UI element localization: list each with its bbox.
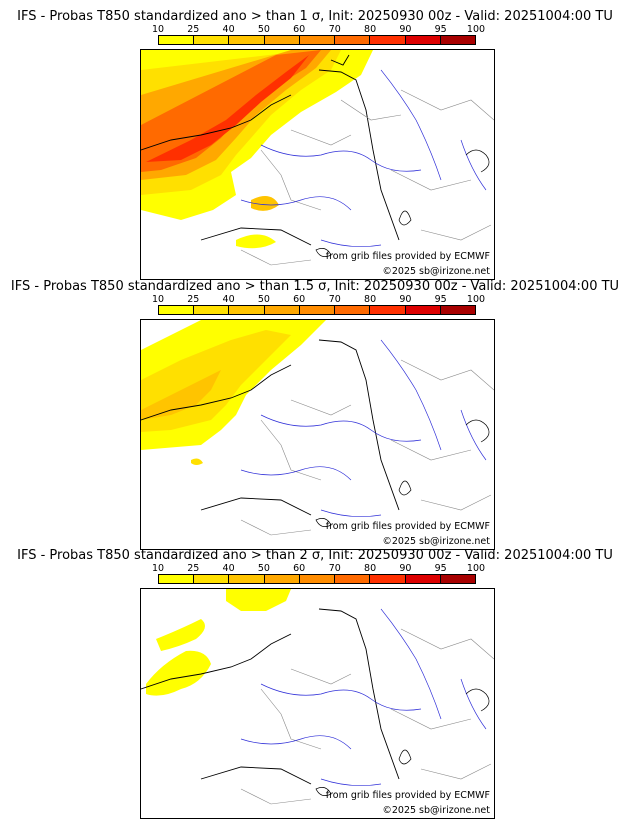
panel-1: IFS - Probas T850 standardized ano > tha… [0,9,630,280]
colorbar-tick: 90 [399,563,412,574]
colorbar-ticks: 10 25 40 50 60 70 80 90 95 100 [152,563,485,574]
admin-borders [240,89,494,266]
copyright-credit: ©2025 sb@irizone.net [382,536,490,547]
probability-map[interactable]: from grib files provided by ECMWF ©2025 … [140,319,495,550]
colorbar-segment [159,306,195,314]
coastlines [315,419,490,527]
probability-map[interactable]: from grib files provided by ECMWF ©2025 … [140,49,495,280]
map-canvas [141,50,494,266]
colorbar-tick: 80 [364,563,377,574]
coastlines [315,688,490,796]
colorbar-tick: 100 [466,563,486,574]
source-credit: from grib files provided by ECMWF [325,790,490,801]
colorbar [158,305,476,315]
colorbar-segment [229,306,265,314]
copyright-credit: ©2025 sb@irizone.net [382,266,490,277]
colorbar-segment [264,306,300,314]
colorbar-tick: 40 [222,24,235,35]
colorbar-segment [299,36,336,44]
probability-shading [146,589,291,696]
copyright-credit: ©2025 sb@irizone.net [382,805,490,816]
coastlines [315,149,490,257]
colorbar-segment [264,36,300,44]
colorbar-tick: 40 [222,294,235,305]
colorbar-segment [405,575,441,583]
colorbar-segment [370,36,406,44]
colorbar-tick: 70 [328,563,341,574]
colorbar-segment [299,575,336,583]
admin-borders [240,359,494,536]
colorbar-tick: 80 [364,294,377,305]
colorbar-tick: 80 [364,24,377,35]
panel-3: IFS - Probas T850 standardized ano > tha… [0,548,630,819]
colorbar-tick: 25 [187,24,200,35]
colorbar [158,574,476,584]
colorbar-tick: 50 [257,24,270,35]
colorbar-segment [229,36,265,44]
colorbar-segment [440,306,475,314]
colorbar-tick: 70 [328,294,341,305]
colorbar-segment [405,36,441,44]
colorbar-segment [299,306,336,314]
colorbar-tick: 60 [293,294,306,305]
colorbar-segment [440,575,475,583]
colorbar-segment [159,36,195,44]
rivers [240,608,487,786]
colorbar-segment [264,575,300,583]
country-borders [141,339,400,516]
admin-borders [240,628,494,805]
colorbar-segment [370,575,406,583]
colorbar-tick: 60 [293,24,306,35]
colorbar-segment [194,306,230,314]
colorbar-tick: 95 [434,563,447,574]
colorbar-tick: 95 [434,294,447,305]
colorbar-ticks: 10 25 40 50 60 70 80 90 95 100 [152,294,485,305]
map-canvas [141,320,494,536]
colorbar-segment [405,306,441,314]
probability-shading [141,320,326,465]
colorbar-segment [194,36,230,44]
colorbar-tick: 25 [187,294,200,305]
source-credit: from grib files provided by ECMWF [325,251,490,262]
rivers [240,339,487,517]
colorbar-segment [335,306,371,314]
colorbar-segment [335,36,371,44]
colorbar-tick: 10 [151,24,165,35]
colorbar-tick: 50 [257,563,270,574]
colorbar-segment [159,575,195,583]
colorbar-tick: 70 [328,24,341,35]
rivers [240,69,487,247]
colorbar-tick: 90 [399,24,412,35]
map-canvas [141,589,494,805]
colorbar-segment [229,575,265,583]
colorbar-tick: 95 [434,24,447,35]
colorbar-segment [440,36,475,44]
country-borders [141,608,400,785]
panel-title: IFS - Probas T850 standardized ano > tha… [17,548,613,563]
panel-title: IFS - Probas T850 standardized ano > tha… [10,279,620,294]
colorbar-tick: 50 [257,294,270,305]
colorbar-tick: 25 [187,563,200,574]
colorbar-segment [194,575,230,583]
colorbar-tick: 40 [222,563,235,574]
colorbar-segment [335,575,371,583]
colorbar-tick: 60 [293,563,306,574]
probability-shading [141,50,373,249]
country-borders [141,54,400,246]
colorbar-tick: 90 [399,294,412,305]
colorbar-tick: 100 [466,24,486,35]
colorbar-ticks: 10 25 40 50 60 70 80 90 95 100 [152,24,485,35]
source-credit: from grib files provided by ECMWF [325,521,490,532]
colorbar-tick: 10 [151,294,165,305]
panel-title: IFS - Probas T850 standardized ano > tha… [17,9,613,24]
panel-2: IFS - Probas T850 standardized ano > tha… [0,279,630,550]
colorbar-segment [370,306,406,314]
colorbar-tick: 10 [151,563,165,574]
probability-map[interactable]: from grib files provided by ECMWF ©2025 … [140,588,495,819]
colorbar-tick: 100 [466,294,486,305]
colorbar [158,35,476,45]
